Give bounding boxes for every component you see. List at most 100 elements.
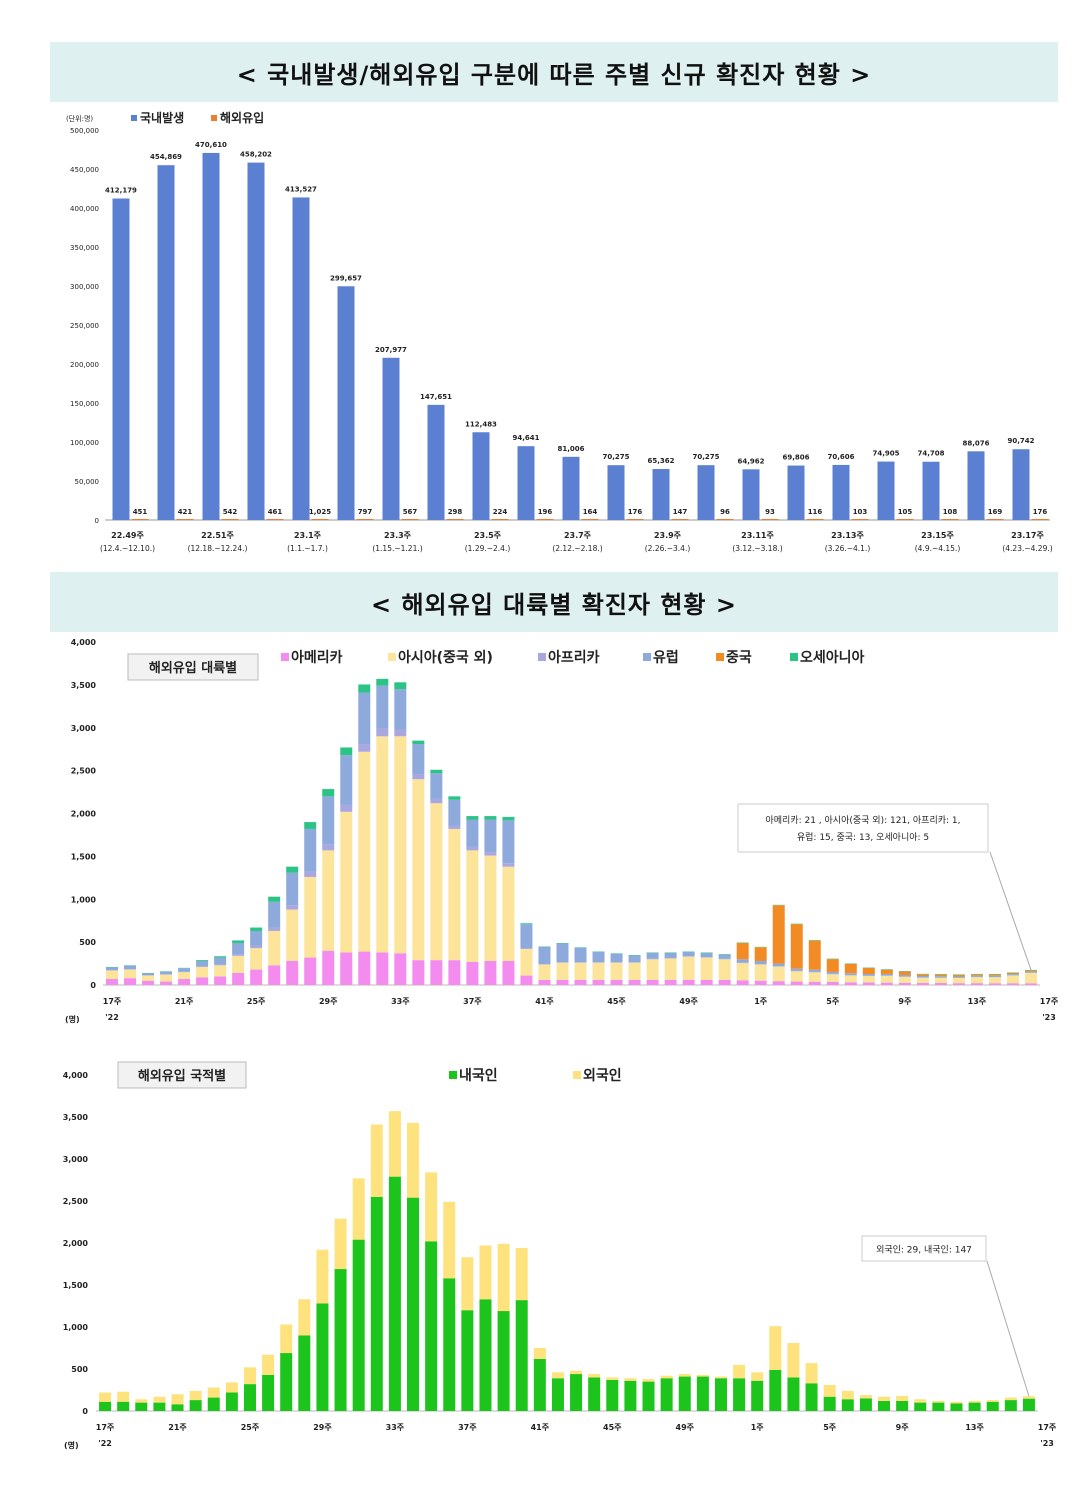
x-tick-label: 45주 (607, 997, 626, 1006)
bar-segment (448, 825, 461, 829)
bar-segment (99, 1401, 112, 1411)
legend-swatch (131, 115, 137, 121)
bar-segment (412, 744, 425, 775)
bar-segment (986, 1401, 999, 1411)
bar-segment (588, 1377, 601, 1411)
bar-segment (714, 1378, 727, 1411)
bar-segment (515, 1248, 528, 1301)
x-tick-range: (3.12.~3.18.) (732, 544, 782, 553)
annotation-text: 외국인: 29, 내국인: 147 (876, 1244, 972, 1256)
bar-imported-label: 116 (808, 508, 823, 516)
bar-imported (851, 519, 869, 520)
y-tick-label: 500,000 (70, 127, 99, 135)
bar-imported (896, 519, 914, 520)
bar-segment (425, 1241, 438, 1411)
y-tick-label: 250,000 (70, 322, 99, 330)
legend-label: 유럽 (653, 650, 679, 666)
bar-segment (304, 822, 317, 829)
bar-segment (189, 1400, 202, 1411)
bar-segment (538, 946, 551, 964)
legend-label: 내국인 (459, 1067, 498, 1084)
bar-segment (533, 1348, 546, 1359)
bar-segment (733, 1364, 746, 1379)
bar-segment (196, 977, 209, 985)
y-tick-label: 50,000 (75, 478, 100, 486)
bar-imported (671, 519, 689, 520)
legend-swatch (790, 653, 798, 661)
series-box (117, 1061, 247, 1089)
bar-domestic (877, 461, 895, 520)
bar-segment (376, 685, 389, 729)
annotation-leader (986, 1260, 1030, 1397)
bar-imported-label: 451 (133, 508, 148, 516)
bar-segment (262, 1374, 275, 1411)
bar-segment (898, 982, 911, 985)
x-tick-label: 17주 (1040, 997, 1059, 1006)
bar-segment (142, 975, 155, 981)
bar-segment (520, 924, 533, 949)
bar-segment (358, 684, 371, 693)
bar-segment (388, 1111, 401, 1177)
series-box (127, 653, 259, 681)
bar-segment (316, 1303, 329, 1411)
y-tick-label: 1,000 (63, 1323, 89, 1332)
bar-segment (515, 1300, 528, 1411)
x-tick-week: 22.51주 (201, 531, 234, 540)
bar-segment (214, 956, 227, 958)
bar-segment (466, 961, 479, 985)
x-tick-week: 23.1주 (294, 531, 322, 540)
bar-segment (135, 1399, 148, 1403)
bar-imported (491, 519, 509, 520)
bar-segment (448, 960, 461, 985)
bar-imported-label: 176 (1033, 508, 1048, 516)
bar-segment (466, 819, 479, 847)
bar-segment (225, 1392, 238, 1411)
bar-segment (970, 974, 983, 976)
x-tick-label: 41주 (535, 997, 554, 1006)
bar-segment (736, 963, 749, 981)
bar-domestic (247, 162, 265, 520)
bar-segment (358, 951, 371, 985)
x-tick-year: '23 (1040, 1439, 1054, 1448)
bar-segment (1022, 1396, 1035, 1399)
bar-imported (131, 519, 149, 520)
bar-segment (826, 974, 839, 982)
bar-segment (232, 955, 245, 973)
annotation-box (861, 1235, 987, 1262)
x-tick-label: 37주 (463, 997, 482, 1006)
bar-segment (808, 972, 821, 982)
bar-segment (502, 816, 515, 821)
bar-segment (430, 960, 443, 985)
bar-segment (484, 960, 497, 985)
bar-imported-label: 93 (765, 508, 775, 516)
bar-segment (520, 948, 533, 949)
bar-segment (1024, 970, 1037, 972)
bar-segment (880, 969, 893, 974)
bar-segment (340, 747, 353, 756)
y-tick-label: 2,500 (71, 767, 97, 776)
bar-segment (358, 751, 371, 952)
x-tick-year: '22 (98, 1439, 112, 1448)
legend-swatch (449, 1071, 457, 1079)
bar-segment (412, 779, 425, 961)
bar-segment (304, 871, 317, 877)
bar-segment (448, 796, 461, 800)
bar-segment (841, 1399, 854, 1411)
chart2-title: < 해외유입 대륙별 확진자 현황 > (50, 572, 1058, 632)
bar-segment (570, 1370, 583, 1375)
bar-segment (862, 968, 875, 975)
bar-segment (135, 1402, 148, 1411)
bar-segment (844, 975, 857, 983)
bar-imported-label: 164 (583, 508, 598, 516)
x-tick-week: 22.49주 (111, 531, 144, 540)
y-tick-label: 3,000 (71, 724, 97, 733)
bar-segment (340, 755, 353, 805)
bar-segment (214, 957, 227, 965)
bar-segment (250, 969, 263, 985)
legend-swatch (538, 653, 546, 661)
bar-segment (207, 1397, 220, 1411)
series-box-label: 해외유입 대륙별 (149, 660, 237, 676)
unit-label: (명) (64, 1440, 79, 1450)
bar-segment (844, 982, 857, 985)
x-tick-range: (2.26.~3.4.) (645, 544, 691, 553)
